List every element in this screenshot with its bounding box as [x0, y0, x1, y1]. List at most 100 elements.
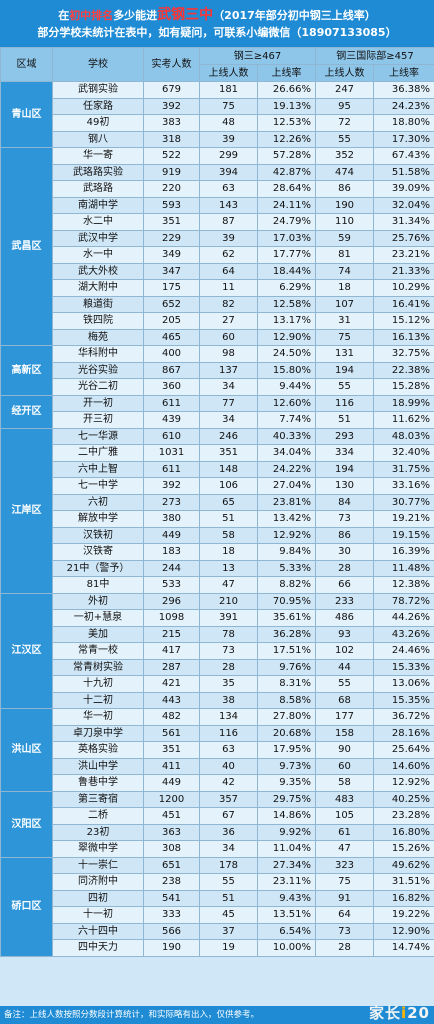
intl-pass-count: 47: [315, 840, 374, 858]
main-pass-rate: 6.29%: [257, 279, 316, 297]
table-row: 江岸区 七一华源 610 246 40.33% 293 48.03%: [0, 427, 434, 594]
main-pass-rate: 9.35%: [257, 774, 316, 792]
main-pass-count: 34: [199, 411, 258, 429]
intl-pass-count: 95: [315, 97, 374, 115]
school-name: 四中天力: [52, 939, 144, 957]
intl-pass-count: 72: [315, 114, 374, 132]
main-pass-rate: 42.87%: [257, 163, 316, 181]
table-row: 梅苑 465 60 12.90% 75 16.13%: [1, 328, 434, 346]
intl-pass-count: 73: [315, 510, 374, 528]
intl-pass-rate: 13.06%: [373, 675, 434, 693]
main-pass-count: 106: [199, 477, 258, 495]
school-name: 华一寄: [52, 147, 144, 165]
main-pass-rate: 18.44%: [257, 262, 316, 280]
school-name: 武珞路实验: [52, 163, 144, 181]
main-pass-count: 51: [199, 510, 258, 528]
school-name: 水一中: [52, 246, 144, 264]
intl-pass-rate: 31.34%: [373, 213, 434, 231]
table-row: 水一中 349 62 17.77% 81 23.21%: [1, 246, 434, 264]
table-row: 光谷实验 867 137 15.80% 194 22.38%: [1, 361, 434, 379]
main-pass-rate: 15.80%: [257, 361, 316, 379]
school-name: 十一崇仁: [52, 856, 144, 874]
examinee-count: 400: [143, 345, 200, 363]
school-name: 梅苑: [52, 328, 144, 346]
title-highlight-ranking: 初中排名: [69, 8, 114, 22]
school-name: 武汉中学: [52, 229, 144, 247]
intl-pass-count: 105: [315, 807, 374, 825]
school-name: 第三寄宿: [52, 790, 144, 808]
school-name: 23初: [52, 823, 144, 841]
footer-text: 备注：上线人数按照分数段计算统计，和实际略有出入，仅供参考。: [4, 1010, 260, 1020]
intl-pass-count: 55: [315, 130, 374, 148]
examinee-count: 1200: [143, 790, 200, 808]
main-pass-count: 98: [199, 345, 258, 363]
examinee-count: 175: [143, 279, 200, 297]
intl-pass-rate: 25.76%: [373, 229, 434, 247]
intl-pass-rate: 32.40%: [373, 444, 434, 462]
table-row: 洪山区 华一初 482 134 27.80% 177 36.72%: [0, 708, 434, 792]
header-group-main: 钢三≥467: [199, 47, 316, 65]
main-pass-count: 299: [199, 147, 258, 165]
intl-pass-rate: 18.80%: [373, 114, 434, 132]
header-group-international: 钢三国际部≥457: [315, 47, 434, 65]
table-row: 六中上智 611 148 24.22% 194 31.75%: [1, 460, 434, 478]
table-row: 武汉中学 229 39 17.03% 59 25.76%: [1, 229, 434, 247]
intl-pass-count: 158: [315, 724, 374, 742]
intl-pass-count: 131: [315, 345, 374, 363]
intl-pass-rate: 19.22%: [373, 906, 434, 924]
table-row: 铁四院 205 27 13.17% 31 15.12%: [1, 312, 434, 330]
main-pass-count: 35: [199, 675, 258, 693]
intl-pass-rate: 12.90%: [373, 922, 434, 940]
school-name: 六初: [52, 493, 144, 511]
header-rate-main: 上线率: [257, 64, 316, 82]
school-name: 华一初: [52, 708, 144, 726]
main-pass-count: 28: [199, 658, 258, 676]
main-pass-rate: 19.13%: [257, 97, 316, 115]
intl-pass-rate: 33.16%: [373, 477, 434, 495]
table-row: 高新区 华科附中 400 98 24.50% 131 32.75%: [0, 345, 434, 396]
title-banner: 在初中排名多少能进武钢三中（2017年部分初中钢三上线率） 部分学校未统计在表中…: [0, 0, 434, 47]
main-pass-count: 55: [199, 873, 258, 891]
district-label: 江汉区: [0, 592, 53, 709]
main-pass-count: 34: [199, 378, 258, 396]
examinee-count: 220: [143, 180, 200, 198]
main-pass-rate: 12.90%: [257, 328, 316, 346]
main-pass-count: 47: [199, 576, 258, 594]
main-pass-rate: 36.28%: [257, 625, 316, 643]
school-name: 翠微中学: [52, 840, 144, 858]
main-pass-count: 38: [199, 691, 258, 709]
school-name: 外初: [52, 592, 144, 610]
table-row: 武大外校 347 64 18.44% 74 21.33%: [1, 262, 434, 280]
examinee-count: 541: [143, 889, 200, 907]
examinee-count: 349: [143, 246, 200, 264]
district-label: 江岸区: [0, 427, 53, 594]
table-row: 湖大附中 175 11 6.29% 18 10.29%: [1, 279, 434, 297]
main-pass-count: 391: [199, 609, 258, 627]
main-pass-count: 64: [199, 262, 258, 280]
school-name: 汉铁初: [52, 526, 144, 544]
main-pass-rate: 17.95%: [257, 741, 316, 759]
main-pass-count: 36: [199, 823, 258, 841]
school-name: 十九初: [52, 675, 144, 693]
table-row: 十二初 443 38 8.58% 68 15.35%: [1, 691, 434, 709]
school-name: 鲁巷中学: [52, 774, 144, 792]
intl-pass-rate: 22.38%: [373, 361, 434, 379]
main-pass-count: 82: [199, 295, 258, 313]
intl-pass-count: 66: [315, 576, 374, 594]
examinee-count: 533: [143, 576, 200, 594]
intl-pass-count: 194: [315, 361, 374, 379]
intl-pass-count: 486: [315, 609, 374, 627]
examinee-count: 443: [143, 691, 200, 709]
intl-pass-count: 68: [315, 691, 374, 709]
examinee-count: 360: [143, 378, 200, 396]
intl-pass-rate: 18.99%: [373, 394, 434, 412]
main-pass-count: 357: [199, 790, 258, 808]
table-row: 汉铁初 449 58 12.92% 86 19.15%: [1, 526, 434, 544]
examinee-count: 417: [143, 642, 200, 660]
examinee-count: 482: [143, 708, 200, 726]
main-pass-count: 63: [199, 180, 258, 198]
table-row: 任家路 392 75 19.13% 95 24.23%: [1, 97, 434, 115]
intl-pass-rate: 19.15%: [373, 526, 434, 544]
examinee-count: 318: [143, 130, 200, 148]
main-pass-rate: 9.92%: [257, 823, 316, 841]
